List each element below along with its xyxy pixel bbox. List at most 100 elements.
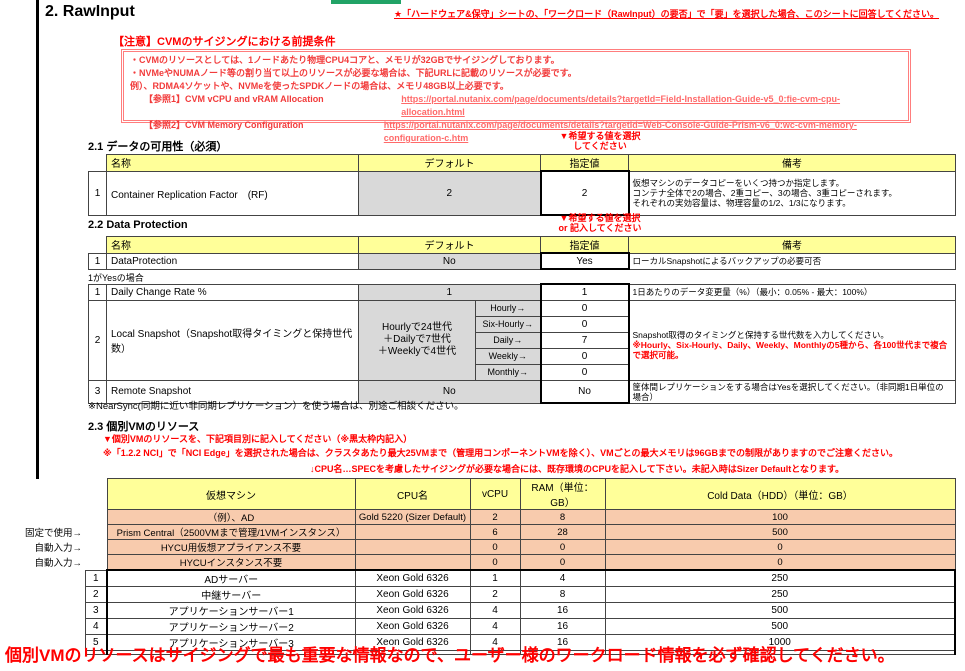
hycu-instance-vm-cell: HYCUインスタンス不要 [106,554,356,571]
rf-remarks-cell: 仮想マシンのデータコピーをいくつ持つか指定します。 コンテナ全体で2の場合、2重… [628,170,956,216]
hycu-instance-ram-cell: 0 [519,554,606,571]
col-header-remarks: 備考 [628,236,956,254]
period-value-monthly[interactable]: 0 [539,363,630,381]
vm-name-cell[interactable]: ADサーバー [106,569,356,587]
col-header-name: 名称 [106,236,359,254]
vm-ram-cell[interactable]: 8 [519,586,606,603]
remote-snapshot-specified-cell[interactable]: No [539,379,630,404]
fixed-row-label: 自動入力→ [0,539,85,555]
spacer-cell [88,236,107,253]
period-value-daily[interactable]: 7 [539,331,630,349]
nearsync-note: ※NearSync(同期に近い非同期レプリケーション）を使う場合は、別途ご相談く… [88,401,464,412]
vm-vcpu-cell[interactable]: 2 [469,586,521,603]
row-number: 3 [88,379,107,404]
spacer-cell [85,478,107,510]
period-label-daily: Daily→ [475,331,541,349]
daily-change-specified-cell[interactable]: 1 [539,283,630,301]
dataprotection-specified-cell[interactable]: Yes [539,252,630,270]
cold-data-col-header: Cold Data（HDD）（単位：GB） [604,478,956,510]
rf-specified-cell[interactable]: 2 [539,170,630,216]
sheet-tab-color-strip [331,0,401,4]
vm-cpu-cell[interactable]: Xeon Gold 6326 [354,634,471,651]
vm-name-cell[interactable]: 中継サーバー [106,586,356,603]
local-snapshot-remarks-cell: Snapshot取得のタイミングと保持する世代数を入力してください。 ※Hour… [628,299,956,381]
row-number: 1 [88,283,107,301]
col-header-default: デフォルト [358,154,541,172]
daily-change-remarks-cell: 1日あたりのデータ変更量（%）（最小：0.05% - 最大：100%） [628,283,956,301]
snapshot-remark-red: ※Hourly、Six-Hourly、Daily、Weekly、Monthlyの… [632,340,948,360]
section-2-2-select-note: ▼希望する値を選択 or 記入してください [558,213,642,233]
period-label-hourly: Hourly→ [475,299,541,317]
vm-row-number: 1 [84,569,108,587]
vm-vcpu-cell[interactable]: 4 [469,634,521,651]
remote-snapshot-remarks-cell: 筐体間レプリケーションをする場合はYesを選択してください。（非同期1日単位の場… [628,379,956,404]
reference-2-label: 【参照2】CVM Memory Configuration [144,120,304,130]
col-header-remarks: 備考 [628,154,956,172]
remote-snapshot-default-cell: No [358,379,541,404]
fixed-row-label: 自動入力→ [0,554,85,570]
example-vcpu-cell: 2 [469,509,521,525]
section-2-3-title: 2.3 個別VMのリソース [88,421,200,433]
period-label-six-hourly: Six-Hourly→ [475,315,541,333]
daily-change-default-cell: 1 [358,283,541,301]
cpu-name-note: ↓CPU名…SPECを考慮したサイジングが必要な場合には、既存環境のCPUを記入… [310,464,845,474]
vm-ram-cell[interactable]: 4 [519,569,606,587]
prism-central-vm-cell: Prism Central（2500VMまで管理/1VMインスタンス） [106,524,356,540]
period-value-six-hourly[interactable]: 0 [539,315,630,333]
bottom-warning-note: 個別VMのリソースはサイジングで最も重要な情報なので、ユーザー様のワークロード情… [5,646,895,665]
vm-ram-cell[interactable]: 16 [519,618,606,635]
cpu-col-header: CPU名 [354,478,471,510]
hycu-appliance-ram-cell: 0 [519,539,606,555]
spacer-cell [0,478,85,510]
notice-line-2: ・NVMeやNUMAノード等の割り当て以上のリソースが必要な場合は、下記URLに… [130,68,577,78]
vm-ram-cell[interactable]: 16 [519,602,606,619]
section-2-1-title: 2.1 データの可用性（必須） [88,141,228,153]
cvm-notice-title: 【注意】CVMのサイジングにおける前提条件 [113,36,336,48]
col-header-specified: 指定値 [540,154,629,172]
vm-cold-cell[interactable]: 500 [604,618,956,635]
reference-1-link[interactable]: https://portal.nutanix.com/page/document… [401,94,841,117]
snapshot-table: 1 Daily Change Rate % 1 1 1日あたりのデータ変更量（%… [88,283,956,404]
prism-central-ram-cell: 28 [519,524,606,540]
vm-name-cell[interactable]: アプリケーションサーバー2 [106,618,356,635]
vm-cpu-cell[interactable]: Xeon Gold 6326 [354,586,471,603]
vm-vcpu-cell[interactable]: 1 [469,569,521,587]
col-header-name: 名称 [106,154,359,172]
vm-cpu-cell[interactable]: Xeon Gold 6326 [354,602,471,619]
vm-cold-cell[interactable]: 250 [604,586,956,603]
vm-cold-cell[interactable]: 500 [604,602,956,619]
vm-col-header: 仮想マシン [106,478,356,510]
prism-central-vcpu-cell: 6 [469,524,521,540]
period-value-weekly[interactable]: 0 [539,347,630,365]
period-label-monthly: Monthly→ [475,363,541,381]
row-number: 1 [88,170,107,216]
vm-resource-table: 仮想マシン CPU名 vCPU RAM（単位：GB） Cold Data（HDD… [0,478,956,655]
row-number: 1 [88,252,107,270]
rf-name-cell: Container Replication Factor (RF) [106,170,359,216]
example-cpu-cell: Gold 5220 (Sizer Default) [354,509,471,525]
reference-1-label: 【参照1】CVM vCPU and vRAM Allocation [144,94,324,104]
vcpu-col-header: vCPU [469,478,521,510]
section-2-2-title: 2.2 Data Protection [88,219,188,231]
example-ram-cell: 8 [519,509,606,525]
daily-change-name-cell: Daily Change Rate % [106,283,359,301]
reference-2-link[interactable]: https://portal.nutanix.com/page/document… [383,120,857,143]
fixed-row-label [0,509,85,525]
vm-cold-cell[interactable]: 250 [604,569,956,587]
vm-vcpu-cell[interactable]: 4 [469,602,521,619]
prism-central-cpu-cell [354,524,471,540]
condition-label: 1がYesの場合 [88,273,144,283]
hycu-appliance-vcpu-cell: 0 [469,539,521,555]
section-2-3-note-2: ※「1.2.2 NCI」で「NCI Edge」を選択された場合は、クラスタあたり… [103,448,899,458]
vm-name-cell[interactable]: アプリケーションサーバー1 [106,602,356,619]
vm-vcpu-cell[interactable]: 4 [469,618,521,635]
snapshot-remark-normal: Snapshot取得のタイミングと保持する世代数を入力してください。 [632,330,889,340]
col-header-specified: 指定値 [540,236,629,254]
period-value-hourly[interactable]: 0 [539,299,630,317]
vm-cpu-cell[interactable]: Xeon Gold 6326 [354,618,471,635]
vm-cpu-cell[interactable]: Xeon Gold 6326 [354,569,471,587]
vm-name-cell[interactable]: アプリケーションサーバー3 [106,634,356,651]
cvm-notice-box: ・CVMのリソースとしては、1ノードあたり物理CPU4コアと、メモリが32GBで… [121,49,911,143]
vm-ram-cell[interactable]: 16 [519,634,606,651]
